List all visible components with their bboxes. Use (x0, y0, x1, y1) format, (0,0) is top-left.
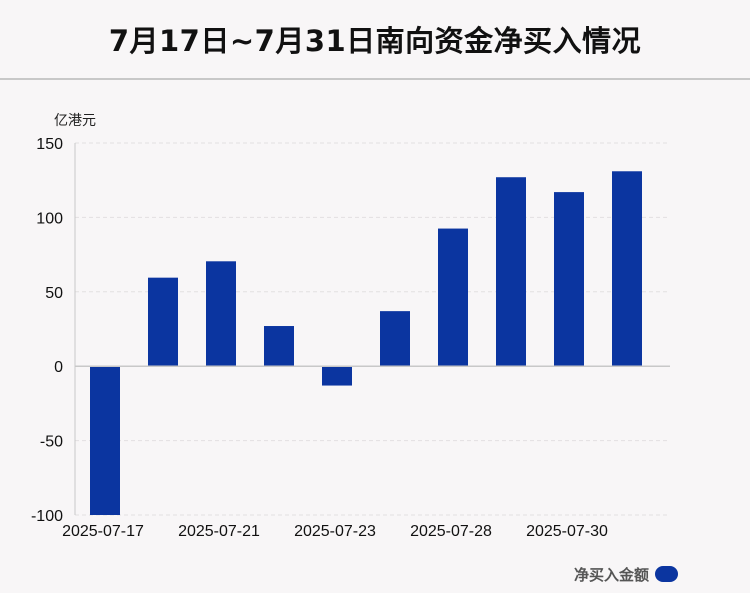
y-tick-label: 50 (45, 285, 63, 302)
x-tick-labels: 2025-07-17 2025-07-21 2025-07-23 2025-07-28… (62, 523, 608, 540)
y-tick-label: -50 (40, 434, 63, 451)
bar-2025-07-23 (322, 366, 352, 386)
legend-label: 净买入金额 (574, 565, 650, 584)
y-tick-label: -100 (31, 508, 63, 525)
x-tick-label: 2025-07-23 (294, 523, 376, 540)
y-tick-label: 100 (36, 210, 63, 227)
bar-2025-07-22 (264, 326, 294, 367)
y-tick-label: 150 (36, 136, 63, 153)
chart-title: 7月17日~7月31日南向资金净买入情况 (108, 24, 642, 58)
y-tick-label: 0 (54, 359, 63, 376)
bar-2025-07-24 (380, 311, 410, 367)
x-tick-label: 2025-07-21 (178, 523, 260, 540)
bars (90, 171, 642, 515)
bar-2025-07-18 (148, 277, 178, 367)
axes (74, 143, 670, 515)
x-tick-label: 2025-07-17 (62, 523, 144, 540)
bar-2025-07-21 (206, 261, 236, 367)
bar-2025-07-28 (438, 228, 468, 367)
legend-swatch (655, 566, 679, 582)
bar-2025-07-17 (90, 366, 120, 515)
bar-2025-07-31 (612, 171, 642, 367)
x-tick-label: 2025-07-28 (410, 523, 492, 540)
y-tick-labels: 150 100 50 0 -50 -100 (31, 136, 63, 525)
bar-2025-07-30 (554, 192, 584, 367)
legend: 净买入金额 (574, 563, 679, 585)
x-tick-label: 2025-07-30 (526, 523, 608, 540)
title-bar: 7月17日~7月31日南向资金净买入情况 (0, 0, 750, 80)
bar-2025-07-29 (496, 177, 526, 367)
gridlines (75, 142, 670, 516)
y-axis-unit-label: 亿港元 (54, 113, 96, 129)
